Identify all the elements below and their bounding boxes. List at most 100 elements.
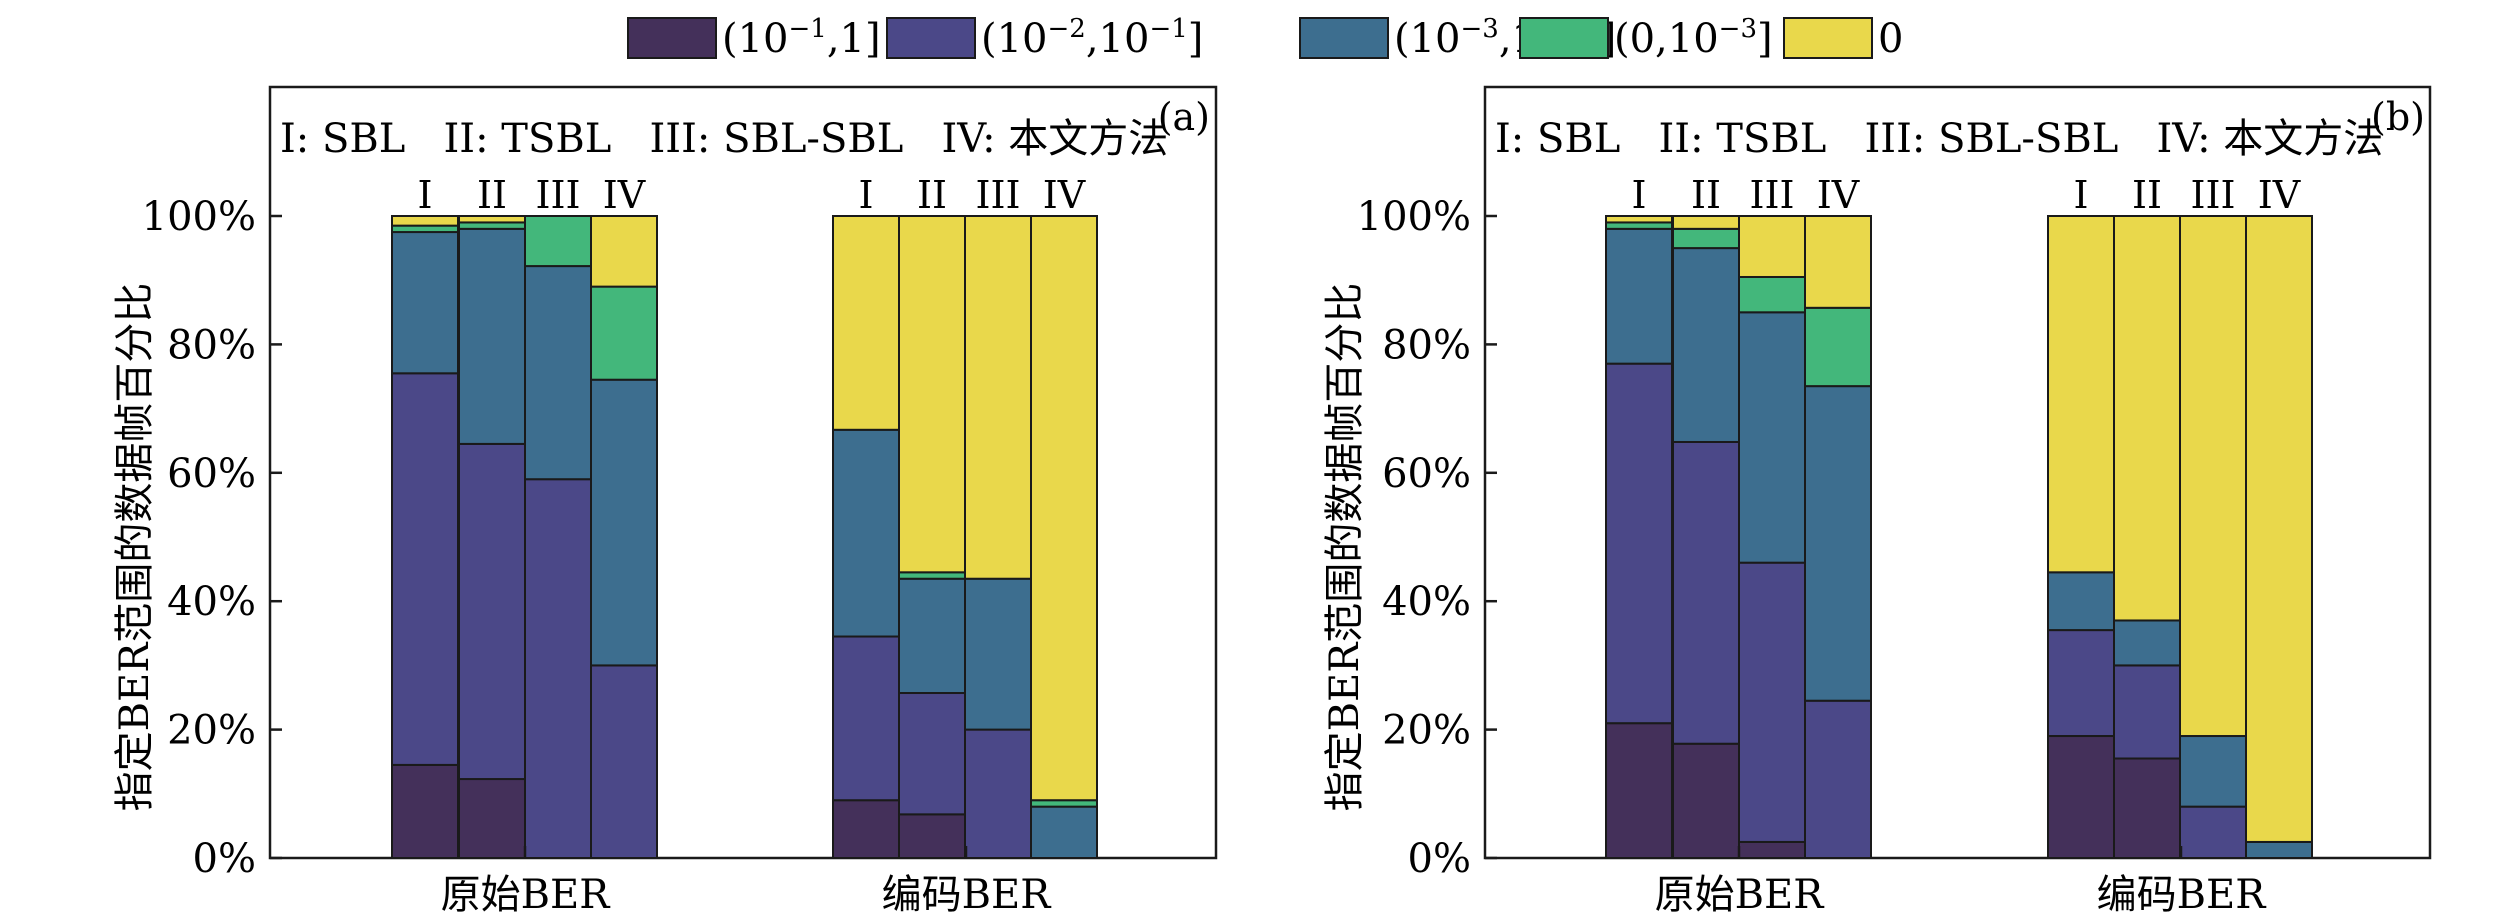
bar-method-label: IV	[2258, 173, 2301, 217]
bar-method-label: IV	[1817, 173, 1860, 217]
panel-tag: (a)	[1158, 95, 1210, 139]
legend-swatch-e2	[886, 17, 976, 59]
bar-segment-e1-原始BER-II	[1672, 742, 1740, 859]
bar-segment-e3-原始BER-IV	[1804, 385, 1872, 702]
bar-segment-e1-原始BER-III	[1738, 840, 1806, 860]
bar-segment-e4-原始BER-IV	[1804, 306, 1872, 388]
bar-segment-e2-原始BER-III	[1738, 561, 1806, 843]
x-category-label: 编码BER	[882, 872, 1053, 918]
bar-segment-e1-编码BER-II	[2113, 757, 2181, 859]
bar-segment-e3-编码BER-III	[2179, 735, 2247, 808]
legend-item-zero: 0	[1783, 16, 1903, 62]
x-category-label: 原始BER	[1655, 872, 1826, 918]
legend-item-e1: (10−1,1]	[627, 14, 881, 62]
bar-segment-zero-编码BER-I	[2047, 215, 2115, 574]
legend-item-e2: (10−2,10−1]	[886, 14, 1203, 62]
y-tick-label: 0%	[1408, 836, 1471, 882]
bar-method-label: III	[2190, 173, 2235, 217]
bar-method-label: II	[1691, 173, 1721, 217]
bar-segment-zero-编码BER-IV	[1030, 215, 1098, 802]
bar-segment-e3-原始BER-III	[524, 265, 592, 481]
bar-segment-e4-原始BER-III	[1738, 275, 1806, 314]
legend-label-e2: (10−2,10−1]	[981, 14, 1203, 62]
bar-segment-e3-原始BER-I	[1605, 227, 1673, 365]
bar-method-label: I	[417, 173, 432, 217]
bar-segment-e2-编码BER-I	[832, 635, 900, 802]
y-tick-label: 100%	[1357, 194, 1471, 240]
bar-segment-zero-编码BER-I	[832, 215, 900, 431]
bar-segment-zero-编码BER-III	[964, 215, 1032, 580]
bar-segment-e3-编码BER-IV	[1030, 805, 1098, 860]
bar-method-label: III	[1749, 173, 1794, 217]
bar-segment-e1-编码BER-I	[832, 799, 900, 859]
bar-segment-e3-原始BER-II	[458, 227, 526, 445]
bar-segment-e2-编码BER-III	[2179, 805, 2247, 860]
bar-segment-e1-原始BER-I	[391, 763, 459, 859]
x-category-label: 原始BER	[441, 872, 612, 918]
method-key-note: I: SBL II: TSBL III: SBL-SBL IV: 本文方法	[1495, 116, 2383, 162]
bar-segment-e3-编码BER-I	[832, 428, 900, 638]
bar-segment-e4-原始BER-IV	[590, 285, 658, 381]
bar-method-label: III	[975, 173, 1020, 217]
y-tick-label: 100%	[142, 194, 256, 240]
y-tick-label: 40%	[167, 579, 256, 625]
bar-segment-e3-原始BER-IV	[590, 378, 658, 667]
y-tick-label: 20%	[167, 708, 256, 754]
bar-segment-e3-编码BER-III	[964, 577, 1032, 731]
bar-segment-e3-编码BER-II	[898, 577, 966, 695]
bar-method-label: I	[858, 173, 873, 217]
bar-segment-zero-原始BER-II	[1672, 215, 1740, 230]
bar-segment-e3-编码BER-I	[2047, 571, 2115, 632]
bar-segment-e2-原始BER-IV	[1804, 699, 1872, 860]
bar-segment-e2-编码BER-I	[2047, 629, 2115, 738]
bar-segment-e3-编码BER-II	[2113, 619, 2181, 667]
bar-method-label: II	[2132, 173, 2162, 217]
bar-segment-e1-原始BER-I	[1605, 722, 1673, 859]
bar-segment-e3-原始BER-I	[391, 231, 459, 375]
bar-segment-e3-原始BER-III	[1738, 311, 1806, 564]
bar-segment-e2-编码BER-II	[2113, 664, 2181, 760]
bar-segment-e2-原始BER-III	[524, 478, 592, 859]
bar-segment-e1-原始BER-II	[458, 778, 526, 859]
method-key-note: I: SBL II: TSBL III: SBL-SBL IV: 本文方法	[280, 116, 1168, 162]
chart-panel-b: 0% 20% 40% 60% 80% 100% 指定BER范围的数据帧百分比 I: SBL I…	[1322, 85, 2432, 918]
bar-method-label: I	[2073, 173, 2088, 217]
bar-method-label: III	[535, 173, 580, 217]
bar-segment-e2-原始BER-I	[1605, 362, 1673, 725]
bar-segment-e2-原始BER-I	[391, 372, 459, 766]
panel-tag: (b)	[2371, 95, 2425, 139]
bar-segment-e3-原始BER-II	[1672, 247, 1740, 443]
bar-segment-zero-编码BER-III	[2179, 215, 2247, 738]
legend-label-zero: 0	[1878, 16, 1903, 62]
y-tick-label: 40%	[1382, 579, 1471, 625]
y-axis-label: 指定BER范围的数据帧百分比	[1322, 283, 1368, 812]
bar-method-label: II	[917, 173, 947, 217]
bar-segment-e1-编码BER-I	[2047, 735, 2115, 860]
bar-segment-zero-原始BER-IV	[1804, 215, 1872, 309]
y-tick-label: 20%	[1382, 708, 1471, 754]
legend-swatch-e3	[1299, 17, 1389, 59]
bar-segment-zero-编码BER-II	[898, 215, 966, 574]
chart-panel-a: 0% 20% 40% 60% 80% 100% 指定BER范围的数据帧百分比 I: SBL I…	[112, 85, 1218, 918]
bar-segment-e3-编码BER-IV	[2245, 840, 2313, 860]
bar-segment-e2-编码BER-III	[964, 728, 1032, 859]
bar-method-label: I	[1631, 173, 1646, 217]
bar-segment-zero-原始BER-I	[391, 215, 459, 227]
bar-segment-e2-原始BER-IV	[590, 664, 658, 860]
legend-label-e4: (0,10−3]	[1614, 14, 1773, 62]
bar-segment-e2-原始BER-II	[1672, 440, 1740, 745]
bar-segment-e2-编码BER-II	[898, 692, 966, 816]
bar-segment-zero-编码BER-II	[2113, 215, 2181, 622]
bar-segment-zero-原始BER-IV	[590, 215, 658, 288]
bar-segment-zero-原始BER-III	[1738, 215, 1806, 278]
x-category-label: 编码BER	[2097, 872, 2268, 918]
y-axis-label: 指定BER范围的数据帧百分比	[112, 283, 158, 812]
y-tick-label: 80%	[1382, 322, 1471, 368]
bar-method-label: IV	[603, 173, 646, 217]
bar-segment-e4-原始BER-III	[524, 215, 592, 268]
legend-item-e4: (0,10−3]	[1519, 14, 1773, 62]
legend-swatch-e4	[1519, 17, 1609, 59]
bar-method-label: IV	[1043, 173, 1086, 217]
y-tick-label: 60%	[1382, 451, 1471, 497]
